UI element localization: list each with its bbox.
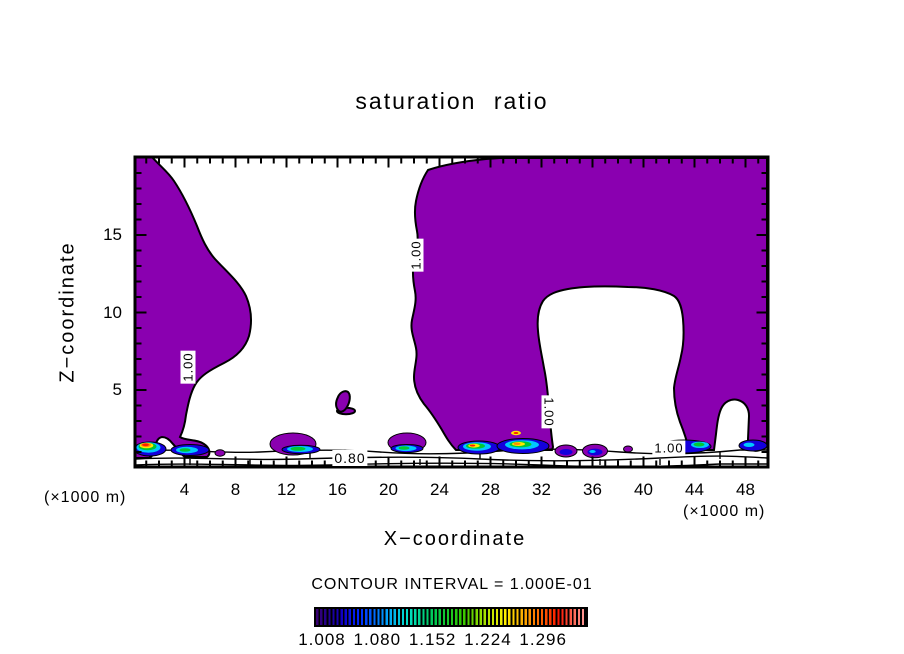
x-tick-label: 24 [430,480,449,499]
contour-label-0.80: 0.80 [332,450,368,466]
x-tick-label: 32 [532,480,551,499]
colorbar-tick-label: 1.296 [519,630,567,649]
contour-label-1.00-mid: 1.00 [541,395,557,429]
y-tick-label: 10 [103,302,122,322]
colorbar-tick-label: 1.152 [408,630,457,649]
hotspot-dot [214,449,226,457]
x-units-label: (×1000 m) [683,503,766,520]
contour-label-1.00-left: 1.00 [180,350,196,384]
colorbar-tick-label: 1.224 [464,630,512,649]
x-tick-label: 12 [277,480,296,499]
x-tick-label: 40 [634,480,653,499]
x-tick-label: 36 [583,480,602,499]
hotspot-left-flame [136,441,167,457]
x-tick-label: 48 [736,480,755,499]
hotspot-left-foot [170,444,210,456]
hotspot-band-30k [496,430,550,454]
x-tick-label: 20 [379,480,398,499]
colorbar-tick-label: 1.008 [298,630,346,649]
contour-label-1.00-top: 1.00 [408,238,424,272]
axis-ticks [136,158,767,466]
droplet-blob [335,390,356,416]
y-tick-label: 15 [103,225,122,244]
filled-region-left [136,158,252,459]
x-axis-label: X−coordinate [383,528,527,550]
contour-label-1.00-right: 1.00 [652,440,686,456]
hotspot-right-corner [738,439,767,452]
surface-hotspots [136,430,767,459]
y-units-label: (×1000 m) [44,489,127,506]
hotspot-dot [623,445,633,453]
hotspot-band-27k [457,440,501,455]
plot-title: saturation ratio [355,88,549,114]
hotspot-blobs-33k [554,443,608,459]
x-tick-label: 44 [685,480,704,499]
colorbar [314,607,588,627]
contour-interval-label: CONTOUR INTERVAL = 1.000E-01 [311,576,593,593]
x-tick-label: 8 [230,480,241,499]
plot-frame [133,155,770,469]
colorbar-tick-label: 1.080 [353,630,402,649]
x-tick-label: 28 [481,480,500,499]
hotspot-blob-12k [269,432,321,456]
x-tick-label: 4 [179,480,190,499]
hotspot-blob-21k [387,432,427,453]
x-tick-label: 16 [328,480,347,499]
filled-region-right [410,158,767,452]
y-tick-label: 5 [112,380,122,399]
